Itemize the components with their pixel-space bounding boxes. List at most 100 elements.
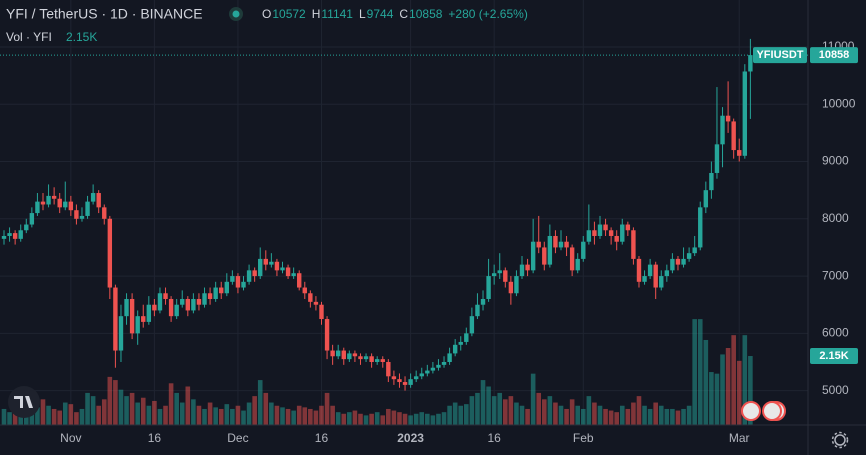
candle-body <box>85 201 90 216</box>
candle-body <box>57 198 62 208</box>
candle-body <box>113 287 118 351</box>
symbol-tag <box>753 47 807 64</box>
candle-body <box>202 293 207 305</box>
candle-body <box>469 316 475 334</box>
candle-body <box>698 207 703 248</box>
candle-body <box>413 376 419 380</box>
volume-bar <box>230 408 235 425</box>
volume-value: 2.15K <box>66 30 97 44</box>
volume-bar <box>436 413 441 425</box>
candle-body <box>675 258 681 265</box>
candle-body <box>491 273 497 277</box>
volume-bar <box>625 408 631 425</box>
volume-bar <box>168 383 174 425</box>
volume-bar <box>670 408 675 425</box>
volume-bar <box>7 412 12 425</box>
candle-body <box>185 298 191 311</box>
volume-bar <box>441 412 447 425</box>
volume-bar <box>714 373 720 425</box>
volume-bar <box>85 392 90 425</box>
candle-body <box>425 370 430 374</box>
y-tick-label: 9000 <box>822 154 849 168</box>
volume-bar <box>51 408 57 425</box>
volume-bar <box>569 399 575 425</box>
volume-bar <box>241 410 246 425</box>
candle-body <box>274 261 280 271</box>
volume-bar <box>363 415 369 425</box>
candle-body <box>597 224 603 236</box>
candle-body <box>547 235 553 265</box>
candle-body <box>347 353 352 360</box>
volume-bar <box>697 319 703 425</box>
candle-body <box>68 201 74 211</box>
candle-body <box>625 224 631 231</box>
candle-body <box>40 201 46 205</box>
volume-bar <box>252 396 257 425</box>
volume-bar <box>74 412 79 425</box>
volume-bar <box>736 360 742 425</box>
candle-body <box>603 224 608 231</box>
candle-body <box>90 193 96 202</box>
volume-tag <box>810 348 858 365</box>
volume-bar <box>313 410 319 425</box>
candle-body <box>480 298 486 305</box>
candle-body <box>79 215 85 219</box>
volume-bar <box>1 408 7 425</box>
volume-bar <box>703 339 709 425</box>
ohlc-value: 9744 <box>367 7 394 21</box>
candle-body <box>664 270 670 277</box>
x-tick-label: 16 <box>487 431 501 445</box>
volume-bar <box>374 412 380 425</box>
candle-body <box>29 213 35 225</box>
volume-bar <box>580 408 586 425</box>
volume-bar <box>619 405 625 425</box>
x-tick-label: Nov <box>60 431 81 445</box>
volume-bar <box>397 412 402 425</box>
volume-bar <box>575 405 581 425</box>
candle-body <box>709 172 714 191</box>
volume-bar <box>547 396 553 425</box>
y-tick-label: 8000 <box>822 211 849 225</box>
volume-bar <box>553 402 558 425</box>
candle-body <box>575 258 580 271</box>
x-tick-label: 16 <box>148 431 162 445</box>
volume-bar <box>35 407 40 425</box>
volume-tag-text: 2.15K <box>819 350 848 362</box>
volume-bar <box>285 408 291 425</box>
change-value: +280 (+2.65%) <box>448 7 527 21</box>
candle-body <box>291 273 296 277</box>
candle-body <box>503 270 508 282</box>
volume-bar <box>458 405 464 425</box>
candle-body <box>102 207 107 219</box>
volume-bar <box>402 413 408 425</box>
candle-body <box>514 276 519 294</box>
volume-bar <box>40 399 46 425</box>
volume-bar <box>319 405 324 425</box>
candle-body <box>419 373 424 377</box>
volume-bar <box>536 392 542 425</box>
candle-body <box>191 298 196 311</box>
candle-body <box>374 359 380 362</box>
gear[interactable] <box>834 434 846 446</box>
volume-bar <box>692 319 697 425</box>
candle-body <box>358 356 363 360</box>
volume-bar <box>352 410 358 425</box>
volume-bar <box>196 405 202 425</box>
volume-bar <box>358 413 363 425</box>
volume-bar <box>291 410 296 425</box>
gear-teeth[interactable] <box>831 431 849 449</box>
volume-title: Vol · YFI <box>6 30 52 44</box>
volume-bar <box>62 402 68 425</box>
candle-body <box>586 230 592 242</box>
price-tag-text: 10858 <box>819 49 850 61</box>
candle-body <box>12 233 18 239</box>
y-tick-label: 6000 <box>822 326 849 340</box>
candle-body <box>168 298 174 317</box>
volume-bar <box>269 402 274 425</box>
candle-body <box>246 270 252 282</box>
volume-bar <box>430 415 436 425</box>
settings-icon[interactable] <box>831 431 849 449</box>
candle-body <box>174 304 179 317</box>
candle-body <box>636 258 642 282</box>
candle-body <box>402 382 408 385</box>
